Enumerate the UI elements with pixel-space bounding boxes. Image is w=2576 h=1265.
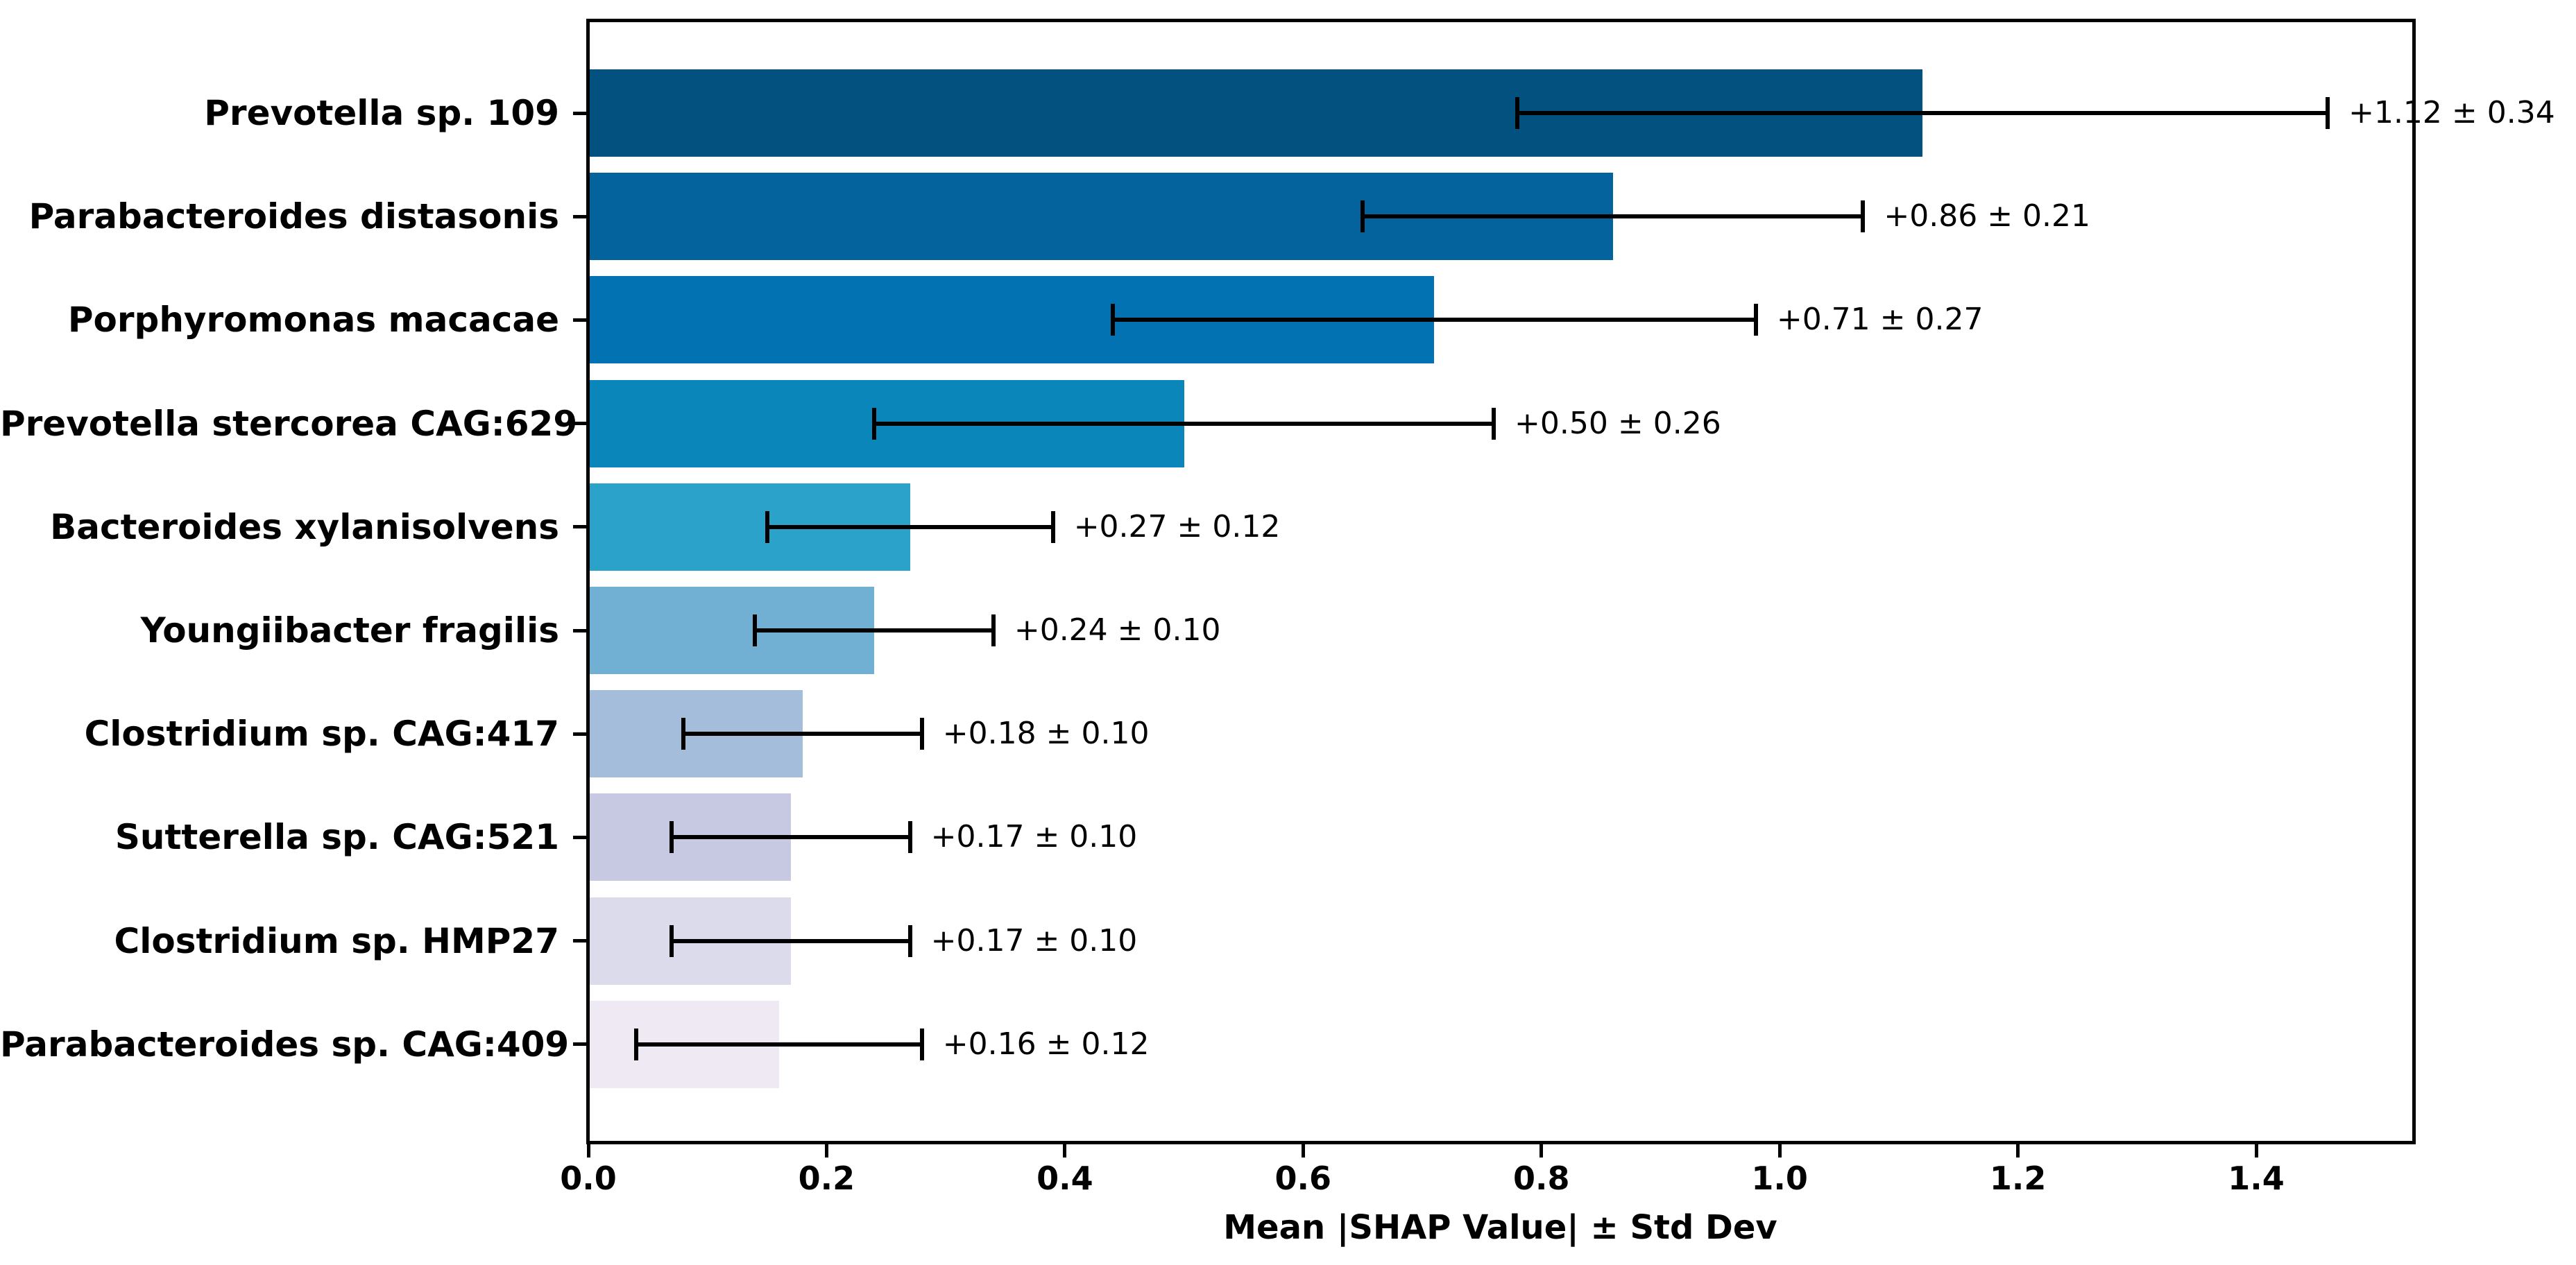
x-tick-mark — [1063, 1142, 1067, 1158]
error-bar-line — [1112, 318, 1756, 322]
error-bar-cap-left — [669, 924, 674, 957]
error-bar-cap-left — [681, 718, 686, 750]
error-bar-cap-right — [1050, 510, 1055, 543]
x-tick-mark — [1539, 1142, 1544, 1158]
y-tick-mark — [573, 318, 588, 322]
error-bar-cap-right — [2326, 97, 2330, 129]
error-bar-cap-right — [907, 821, 912, 854]
error-bar-cap-left — [753, 614, 758, 646]
x-tick-label: 0.8 — [1512, 1160, 1570, 1197]
error-bar-line — [755, 628, 993, 632]
y-tick-label: Porphyromonas macacae — [67, 300, 559, 341]
x-tick-label: 0.6 — [1274, 1160, 1332, 1197]
error-bar-line — [683, 732, 922, 737]
error-bar-cap-right — [1861, 200, 1866, 233]
x-tick-label: 1.4 — [2228, 1160, 2285, 1197]
x-tick-mark — [586, 1142, 590, 1158]
error-bar-cap-left — [633, 1028, 638, 1060]
y-tick-mark — [573, 732, 588, 736]
error-bar-line — [1517, 111, 2328, 115]
value-label: +0.71 ± 0.27 — [1776, 302, 1984, 338]
y-tick-label: Prevotella sp. 109 — [204, 93, 559, 133]
error-bar-cap-right — [907, 924, 912, 957]
error-bar-cap-left — [1360, 200, 1365, 233]
x-tick-mark — [2016, 1142, 2020, 1158]
y-tick-label: Sutterella sp. CAG:521 — [114, 817, 559, 858]
error-bar-cap-left — [872, 407, 877, 440]
y-tick-label: Parabacteroides distasonis — [28, 196, 559, 237]
x-tick-mark — [2254, 1142, 2258, 1158]
x-tick-label: 0.2 — [798, 1160, 855, 1197]
error-bar-cap-right — [1753, 304, 1758, 336]
y-tick-mark — [573, 1042, 588, 1047]
error-bar-line — [636, 1042, 922, 1047]
x-tick-mark — [1301, 1142, 1305, 1158]
error-bar-cap-right — [919, 1028, 924, 1060]
y-tick-mark — [573, 939, 588, 943]
error-bar-cap-left — [669, 821, 674, 854]
y-tick-mark — [573, 111, 588, 115]
error-bar-line — [672, 835, 910, 840]
x-tick-label: 1.0 — [1751, 1160, 1808, 1197]
error-bar-cap-right — [991, 614, 996, 646]
error-bar-line — [672, 938, 910, 943]
error-bar-cap-right — [919, 718, 924, 750]
y-tick-label: Parabacteroides sp. CAG:409 — [0, 1024, 570, 1065]
value-label: +0.86 ± 0.21 — [1884, 198, 2091, 234]
y-tick-label: Bacteroides xylanisolvens — [50, 506, 559, 547]
value-label: +1.12 ± 0.34 — [2348, 95, 2555, 130]
value-label: +0.50 ± 0.26 — [1515, 405, 1721, 441]
value-label: +0.24 ± 0.10 — [1014, 612, 1221, 648]
x-tick-label: 0.0 — [560, 1160, 617, 1197]
y-tick-mark — [573, 422, 588, 426]
y-tick-mark — [573, 835, 588, 839]
error-bar-cap-right — [1492, 407, 1496, 440]
y-tick-label: Clostridium sp. HMP27 — [114, 920, 559, 961]
x-tick-mark — [1777, 1142, 1782, 1158]
value-label: +0.16 ± 0.12 — [942, 1026, 1150, 1062]
error-bar-line — [1363, 214, 1863, 219]
y-tick-mark — [573, 628, 588, 632]
y-tick-mark — [573, 214, 588, 218]
value-label: +0.27 ± 0.12 — [1073, 508, 1281, 544]
x-tick-label: 1.2 — [1989, 1160, 2047, 1197]
value-label: +0.17 ± 0.10 — [930, 819, 1138, 855]
error-bar-cap-left — [1515, 97, 1520, 129]
x-tick-mark — [824, 1142, 828, 1158]
value-label: +0.17 ± 0.10 — [930, 922, 1138, 958]
error-bar-line — [874, 421, 1494, 426]
error-bar-cap-left — [765, 510, 769, 543]
y-tick-mark — [573, 525, 588, 529]
error-bar-cap-left — [1110, 304, 1115, 336]
value-label: +0.18 ± 0.10 — [942, 716, 1150, 752]
x-axis-title: Mean |SHAP Value| ± Std Dev — [1223, 1208, 1777, 1247]
error-bar-line — [767, 524, 1053, 529]
y-tick-label: Clostridium sp. CAG:417 — [84, 714, 559, 755]
y-tick-label: Prevotella stercorea CAG:629 — [0, 403, 578, 444]
y-tick-label: Youngiibacter fragilis — [140, 610, 559, 651]
x-tick-label: 0.4 — [1037, 1160, 1093, 1197]
